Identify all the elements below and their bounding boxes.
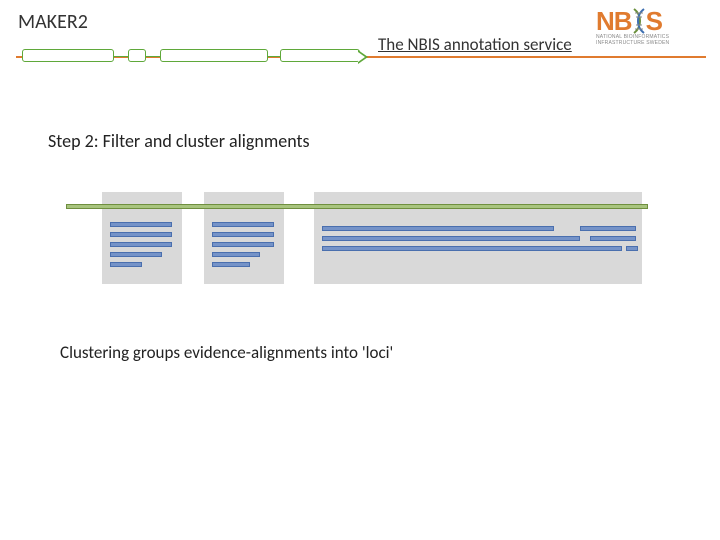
alignment-bar xyxy=(212,262,250,267)
alignment-bar xyxy=(110,242,172,247)
alignment-bar xyxy=(110,232,172,237)
logo-text-right: S xyxy=(646,6,663,36)
page-title: MAKER2 xyxy=(18,10,88,34)
gene-model-track xyxy=(22,49,366,64)
alignment-bar xyxy=(110,222,172,227)
logo-subtitle: NATIONAL BIOINFORMATICS INFRASTRUCTURE S… xyxy=(596,35,706,46)
alignment-bar xyxy=(626,246,638,251)
alignment-bar xyxy=(212,232,274,237)
nbis-logo: NB S NATIONAL BIOINFORMATICS INFRASTRUCT… xyxy=(596,6,706,50)
alignment-bar xyxy=(212,222,274,227)
dna-helix-icon xyxy=(632,8,646,34)
cluster-diagram xyxy=(66,192,646,288)
alignment-bar xyxy=(322,226,554,231)
exon-box xyxy=(22,49,114,62)
exon-box xyxy=(128,49,146,62)
alignment-bar xyxy=(110,262,142,267)
intron-line xyxy=(114,56,128,57)
alignment-bar xyxy=(590,236,636,241)
intron-line xyxy=(146,56,160,57)
exon-box xyxy=(160,49,268,62)
alignment-bar xyxy=(212,242,274,247)
intron-line xyxy=(268,56,280,57)
alignment-bar xyxy=(322,246,622,251)
logo-text-left: NB xyxy=(596,6,632,36)
service-title: The NBIS annotation service xyxy=(378,34,572,55)
arrowhead-icon xyxy=(358,50,368,64)
exon-box xyxy=(280,49,360,62)
diagram-caption: Clustering groups evidence-alignments in… xyxy=(60,342,393,363)
step-title: Step 2: Filter and cluster alignments xyxy=(48,130,310,152)
alignment-bar xyxy=(212,252,260,257)
genome-axis xyxy=(66,204,648,209)
alignment-bar xyxy=(110,252,162,257)
alignment-bar xyxy=(580,226,636,231)
alignment-bar xyxy=(322,236,580,241)
